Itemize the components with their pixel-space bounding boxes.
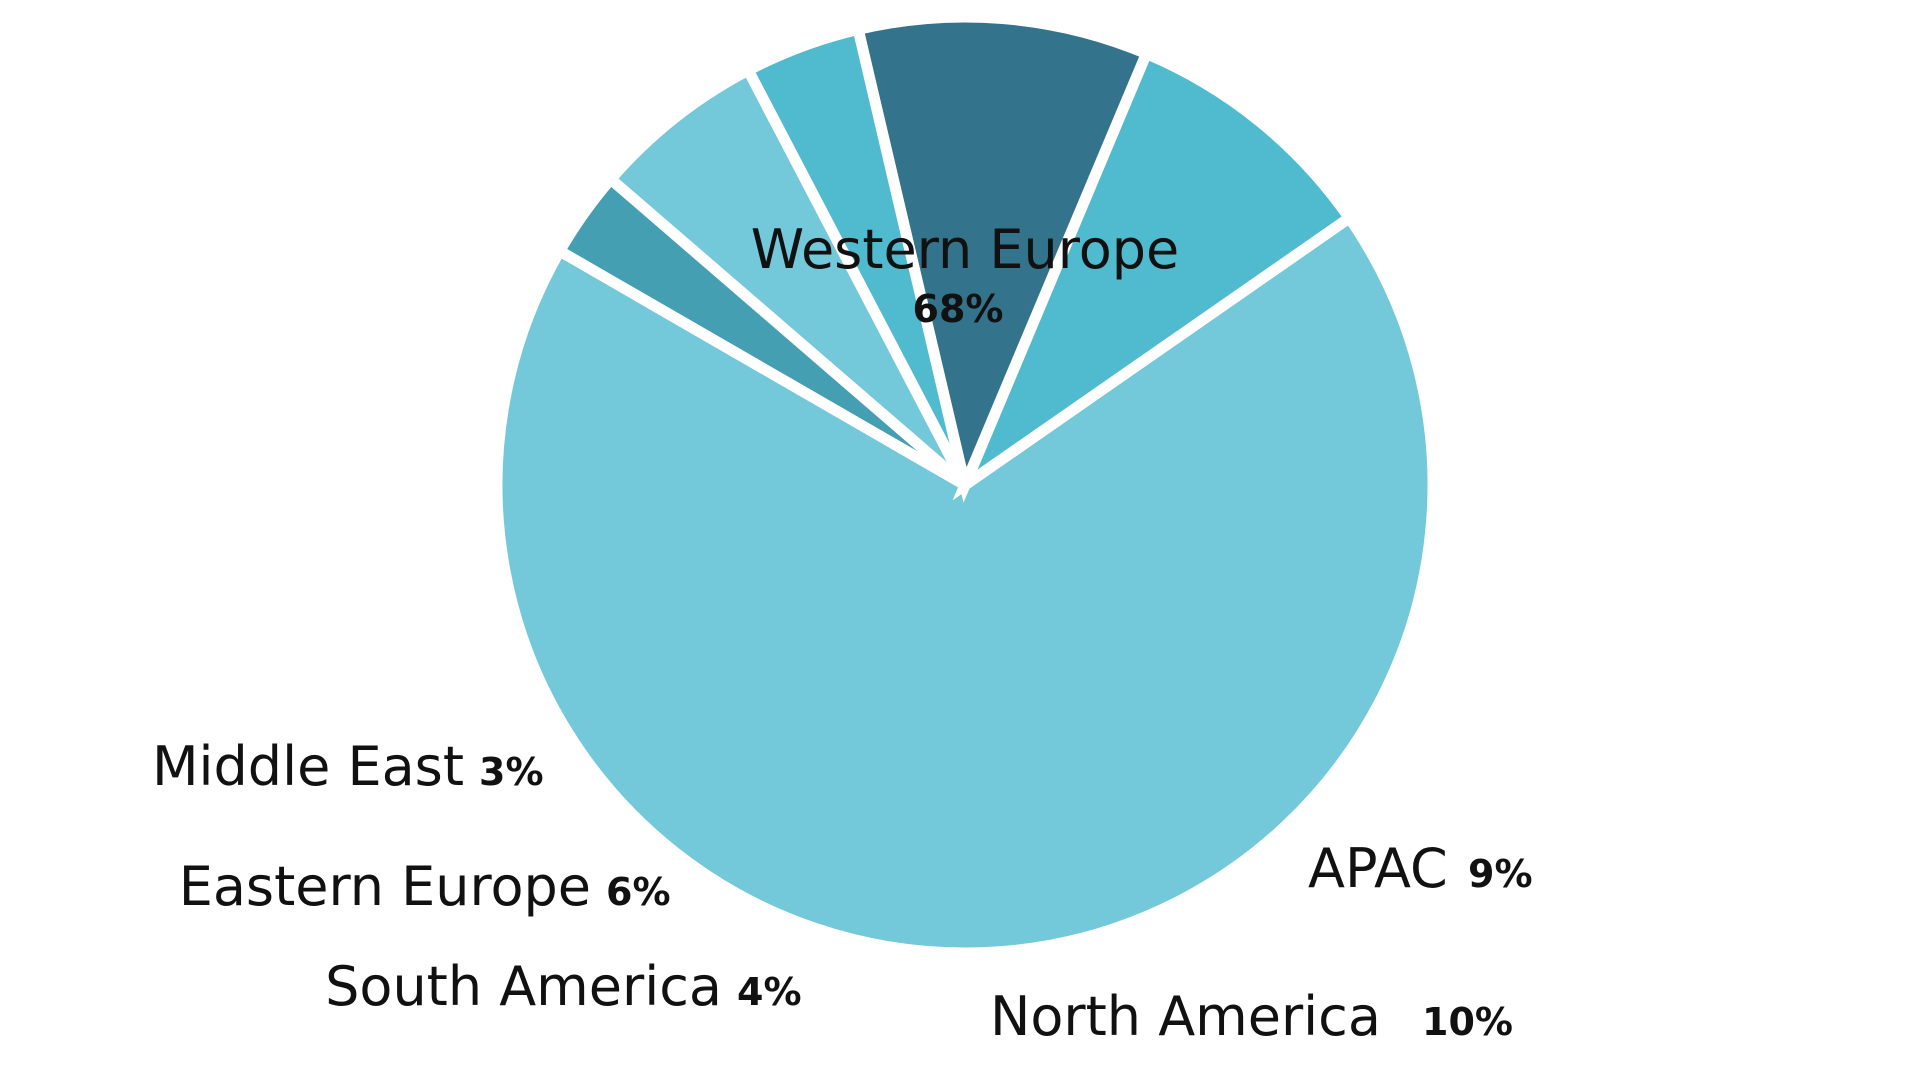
value-middle-east: 3% [479, 750, 544, 794]
pie-labels: Western Europe 68% APAC 9% North America… [152, 218, 1533, 1048]
label-north-america: North America [990, 985, 1381, 1048]
pie-slice-middle-east [552, 171, 969, 490]
value-eastern-europe: 6% [606, 870, 671, 914]
pie-slices [491, 11, 1439, 959]
label-south-america: South America [325, 955, 722, 1018]
label-western-europe: Western Europe [751, 218, 1180, 281]
pie-slice-eastern-europe [602, 62, 970, 490]
label-middle-east: Middle East [152, 735, 464, 798]
pie-slice-north-america [851, 11, 1154, 503]
pie-slice-western-europe [491, 210, 1439, 959]
label-apac: APAC [1308, 837, 1448, 900]
label-eastern-europe: Eastern Europe [179, 855, 591, 918]
value-western-europe: 68% [913, 287, 1004, 331]
value-north-america: 10% [1422, 1000, 1513, 1044]
value-apac: 9% [1468, 852, 1533, 896]
value-south-america: 4% [737, 970, 802, 1014]
pie-slice-apac [952, 46, 1357, 501]
